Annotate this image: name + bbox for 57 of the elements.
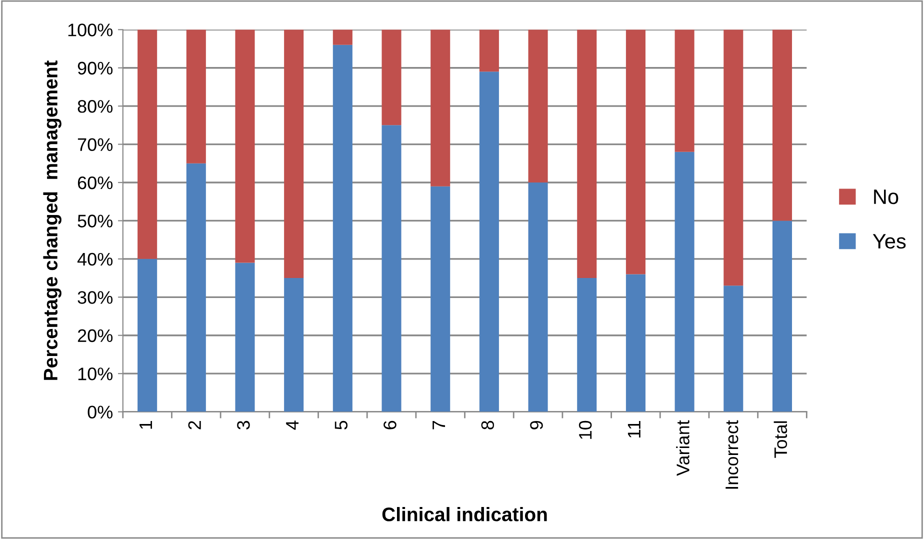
bar: [528, 182, 548, 412]
bar: [138, 30, 158, 259]
y-tick-label: 100%: [68, 24, 113, 36]
bar: [235, 262, 255, 412]
x-tick-label: 5: [334, 420, 348, 430]
bar: [284, 278, 304, 412]
bar: [626, 30, 646, 274]
bar: [577, 30, 597, 278]
bar: [332, 30, 352, 45]
y-tick-label: 50%: [78, 214, 113, 228]
x-tick-label: Total: [774, 421, 788, 458]
x-tick-label: 11: [628, 421, 640, 438]
bar: [332, 44, 352, 412]
y-tick-label: 60%: [78, 176, 113, 190]
bar: [479, 30, 499, 72]
y-tick-label: 80%: [78, 100, 113, 113]
y-tick-label: 10%: [78, 368, 113, 380]
bar: [235, 30, 255, 263]
bar: [138, 258, 158, 412]
bar: [382, 30, 402, 126]
bar: [186, 163, 206, 412]
y-tick-label: 20%: [78, 329, 113, 342]
x-tick-label: 2: [188, 421, 201, 430]
bar: [382, 125, 402, 412]
bar: [626, 274, 646, 412]
x-axis-title: Clinical indication: [382, 507, 547, 522]
x-tick-label: 9: [530, 420, 543, 430]
y-tick-label: 90%: [78, 62, 113, 75]
bar: [772, 220, 792, 412]
legend-label: Yes: [872, 234, 906, 249]
x-tick-label: 1: [140, 421, 152, 429]
x-tick-label: 3: [237, 420, 250, 430]
bar: [284, 30, 304, 278]
y-tick-label: 30%: [78, 291, 113, 304]
bar: [186, 30, 206, 164]
bar: [724, 30, 744, 286]
x-tick-label: 8: [481, 420, 494, 430]
bar: [724, 286, 744, 412]
x-tick-label: 7: [432, 421, 446, 430]
bar: [674, 152, 694, 412]
bar: [674, 30, 694, 152]
legend-label: No: [874, 190, 898, 204]
bar: [577, 278, 597, 412]
x-tick-label: 4: [286, 420, 298, 430]
bar: [528, 30, 548, 183]
x-tick-label: Incorrect: [726, 420, 738, 489]
bar: [479, 72, 499, 412]
y-tick-label: 0%: [88, 406, 113, 419]
x-tick-label: Variant: [676, 420, 690, 476]
x-tick-label: 6: [384, 420, 396, 430]
y-tick-label: 70%: [78, 138, 113, 152]
bar: [430, 30, 450, 186]
y-tick-label: 40%: [77, 252, 113, 266]
x-tick-label: 10: [578, 420, 592, 439]
bar: [772, 30, 792, 221]
y-axis-title: Percentage changed management: [43, 60, 62, 380]
bar: [430, 186, 450, 412]
